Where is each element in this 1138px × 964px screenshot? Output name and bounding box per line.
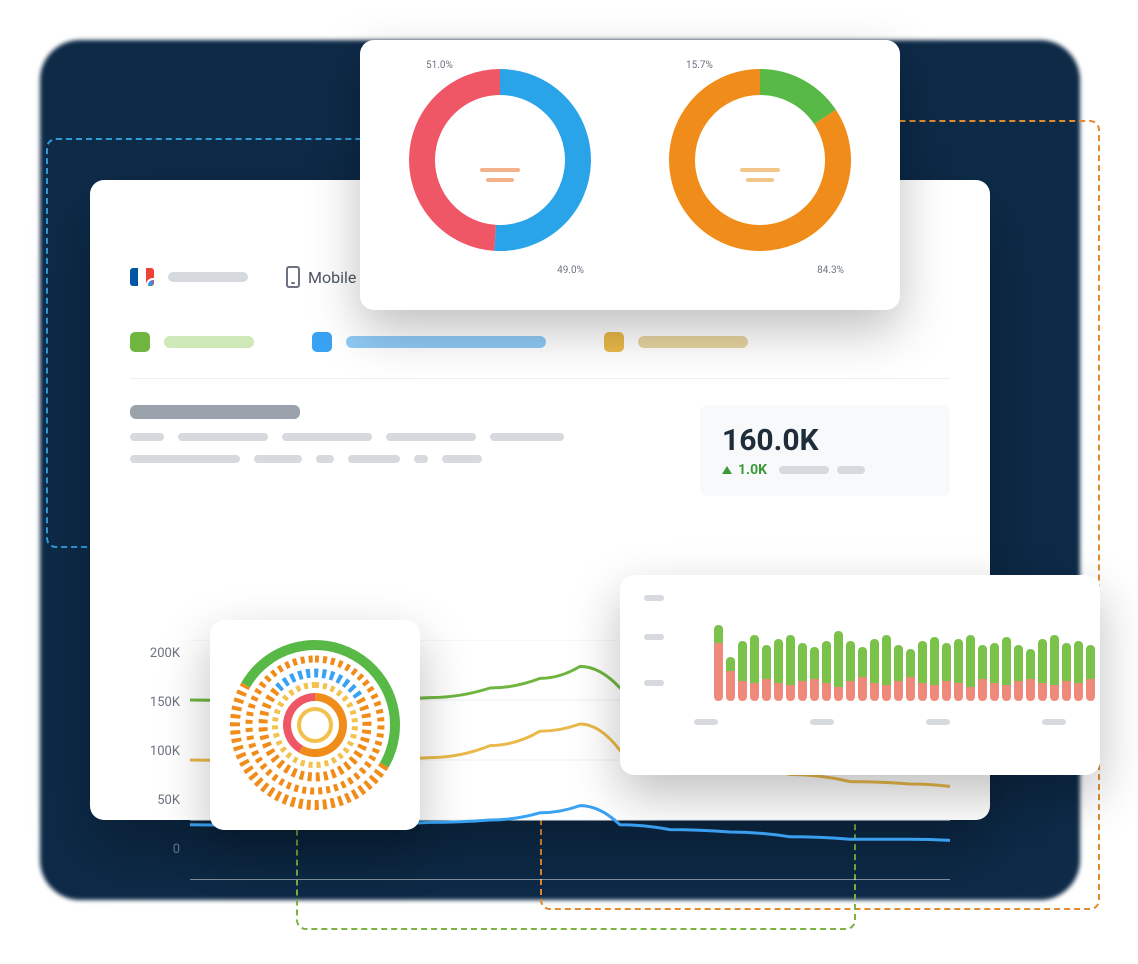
kpi-delta-placeholder xyxy=(779,466,865,474)
spark-bar xyxy=(978,645,987,701)
arrow-up-icon xyxy=(722,466,732,474)
spark-bar xyxy=(714,625,723,701)
kpi-delta: 1.0K xyxy=(722,462,928,478)
donut-left-label-b: 49.0% xyxy=(557,265,584,276)
spark-bar xyxy=(834,631,843,701)
spark-bar xyxy=(1002,637,1011,701)
spark-bar xyxy=(786,635,795,701)
france-flag-icon xyxy=(130,268,154,286)
spark-x-stub xyxy=(1042,719,1066,725)
spark-bar xyxy=(882,635,891,701)
sparkbar-series xyxy=(714,611,1095,701)
donut-left-label-a: 51.0% xyxy=(426,60,453,71)
donut-right-center xyxy=(740,168,780,182)
kpi-delta-value: 1.0K xyxy=(738,462,767,478)
donut-right-label-a: 15.7% xyxy=(686,60,713,71)
spark-bar xyxy=(846,641,855,701)
y-tick-label: 50K xyxy=(130,793,180,808)
spark-bar xyxy=(1086,645,1095,701)
spark-bar xyxy=(822,641,831,701)
spark-bar xyxy=(738,641,747,701)
google-icon xyxy=(146,278,154,286)
spark-bar xyxy=(762,645,771,701)
spark-bar xyxy=(1014,645,1023,701)
spark-bar xyxy=(1050,635,1059,701)
kpi-value: 160.0K xyxy=(722,423,928,458)
legend-swatch[interactable] xyxy=(130,332,150,352)
legend-label-placeholder xyxy=(638,336,748,348)
header-placeholder xyxy=(168,272,248,282)
spark-bar xyxy=(930,637,939,701)
device-selector[interactable]: Mobile xyxy=(286,266,356,288)
device-label: Mobile xyxy=(308,268,356,287)
section-title-placeholder xyxy=(130,405,300,419)
donut-right-label-b: 84.3% xyxy=(817,265,844,276)
spark-bar xyxy=(774,639,783,701)
spark-bar xyxy=(1026,649,1035,701)
spark-x-stub xyxy=(926,719,950,725)
y-tick-label: 150K xyxy=(130,695,180,710)
legend-swatch[interactable] xyxy=(604,332,624,352)
spark-bar xyxy=(858,647,867,701)
spark-bar xyxy=(1074,641,1083,701)
y-tick-label: 100K xyxy=(130,744,180,759)
spark-bar xyxy=(1038,639,1047,701)
y-tick-label: 200K xyxy=(130,646,180,661)
donut-left-center xyxy=(480,168,520,182)
legend-label-placeholder xyxy=(164,336,254,348)
spark-bar xyxy=(966,635,975,701)
spark-bar xyxy=(942,643,951,701)
sparkbar-card xyxy=(620,575,1100,775)
kpi-card: 160.0K 1.0K xyxy=(700,405,950,496)
spark-bar xyxy=(894,645,903,701)
subtitle-line-1 xyxy=(130,433,564,441)
donut-left: 51.0% 49.0% xyxy=(400,60,600,290)
title-block xyxy=(130,405,564,463)
spark-axis-stub xyxy=(644,634,664,640)
spark-x-stub xyxy=(810,719,834,725)
subtitle-line-2 xyxy=(130,455,564,463)
spark-bar xyxy=(918,641,927,701)
spark-bar xyxy=(1062,643,1071,701)
spark-bar xyxy=(906,649,915,701)
radial-chart xyxy=(220,630,410,820)
spark-bar xyxy=(810,647,819,701)
legend-swatch[interactable] xyxy=(312,332,332,352)
line-chart-y-axis: 200K 150K 100K 50K 0 xyxy=(130,646,180,857)
legend-label-placeholder xyxy=(346,336,546,348)
spark-bar xyxy=(726,657,735,701)
donut-card: 51.0% 49.0% 15.7% 84.3% xyxy=(360,40,900,310)
y-tick-label: 0 xyxy=(130,842,180,857)
spark-bar xyxy=(798,643,807,701)
spark-bar xyxy=(954,639,963,701)
spark-bar xyxy=(750,635,759,701)
spark-bar xyxy=(870,639,879,701)
mobile-icon xyxy=(286,266,300,288)
spark-x-stub xyxy=(694,719,718,725)
spark-axis-stub xyxy=(644,680,664,686)
radial-card xyxy=(210,620,420,830)
spark-bar xyxy=(990,643,999,701)
legend-row xyxy=(130,332,950,352)
donut-right: 15.7% 84.3% xyxy=(660,60,860,290)
divider xyxy=(130,378,950,379)
spark-x-axis xyxy=(694,719,1066,725)
metrics-row: 160.0K 1.0K xyxy=(130,405,950,496)
